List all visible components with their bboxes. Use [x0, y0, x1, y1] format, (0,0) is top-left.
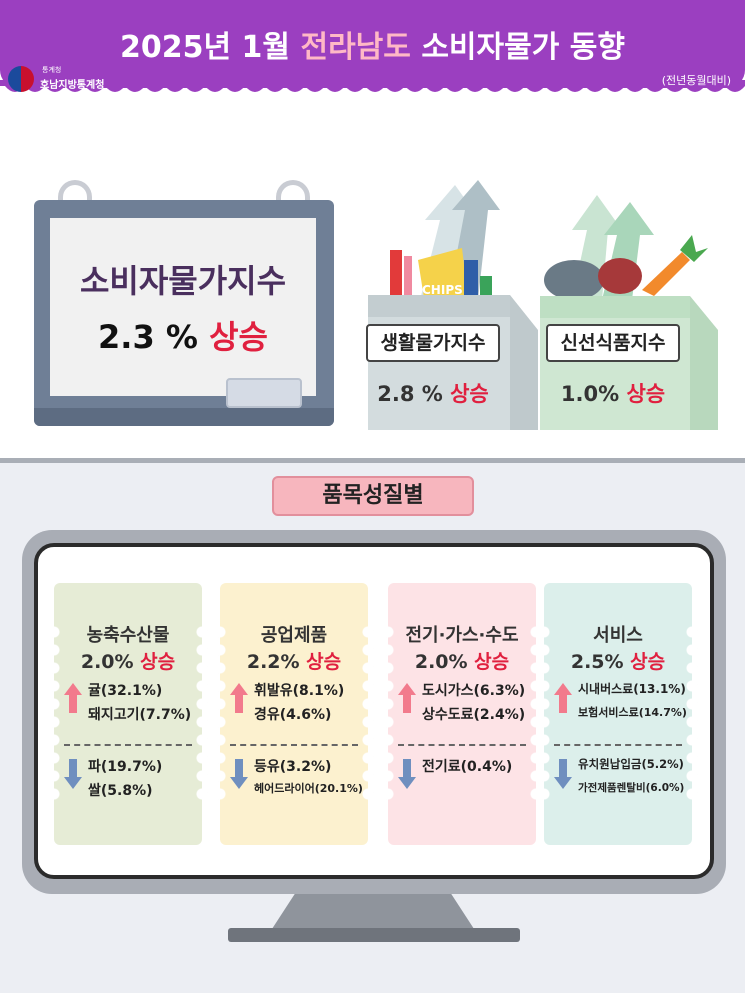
living-index-direction: 상승: [450, 382, 489, 406]
decrease-item: 유치원납입금(5.2%): [578, 757, 684, 771]
decrease-item: 파(19.7%): [88, 759, 163, 775]
fresh-food-index-number: 1.0%: [560, 382, 620, 406]
category-value: 2.0% 상승: [54, 647, 202, 674]
board-hanger-left: [58, 180, 92, 206]
comparison-note: (전년동월대비): [661, 74, 731, 87]
agency-logo: 통계청 호남지방통계청: [8, 64, 118, 98]
org-label: 호남지방통계청: [40, 80, 105, 91]
decrease-item: 전기료(0.4%): [422, 759, 513, 775]
board-hanger-right: [276, 180, 310, 206]
fresh-food-index-direction: 상승: [626, 382, 666, 406]
cpi-value-number: 2.3 %: [98, 318, 198, 356]
fresh-food-bag-icon: [540, 195, 718, 430]
increase-item: 도시가스(6.3%): [422, 683, 526, 699]
up-arrow-icon: [230, 683, 248, 713]
category-direction: 상승: [630, 651, 666, 673]
down-arrow-icon: [398, 759, 416, 789]
up-arrow-icon: [398, 683, 416, 713]
card-divider: [554, 744, 682, 746]
cpi-value: 2.3 % 상승: [50, 312, 316, 358]
category-direction: 상승: [140, 651, 176, 673]
blackboard-surface: [50, 218, 316, 396]
org-small-label: 통계청: [42, 66, 62, 74]
up-arrow-icon: [64, 683, 82, 713]
category-direction: 상승: [306, 651, 342, 673]
fresh-food-index-value: 1.0% 상승: [546, 378, 680, 408]
increase-item: 돼지고기(7.7%): [88, 707, 192, 723]
title-region: 전라남도: [300, 30, 411, 65]
increase-item: 귤(32.1%): [88, 683, 163, 699]
category-name: 공업제품: [260, 625, 328, 646]
increase-item: 보험서비스료(14.7%): [578, 706, 687, 719]
living-index-label: 생활물가지수: [366, 324, 500, 362]
living-index-value: 2.8 % 상승: [366, 378, 500, 408]
category-value-number: 2.0%: [414, 651, 468, 673]
category-card: 서비스 2.5% 상승 시내버스료(13.1%) 보험서비스료(14.7%) 유치원납입…: [538, 583, 698, 845]
category-value: 2.5% 상승: [544, 647, 692, 674]
category-direction: 상승: [474, 651, 510, 673]
decrease-item: 등유(3.2%): [254, 759, 332, 775]
card-divider: [64, 744, 192, 746]
cpi-direction: 상승: [209, 318, 268, 356]
increase-item: 휘발유(8.1%): [254, 683, 345, 699]
increase-item: 시내버스료(13.1%): [578, 682, 686, 696]
category-value-number: 2.0%: [80, 651, 134, 673]
living-index-number: 2.8 %: [377, 382, 443, 406]
fresh-food-index-label: 신선식품지수: [546, 324, 680, 362]
decrease-item: 헤어드라이어(20.1%): [254, 782, 363, 795]
blackboard-tray: [34, 408, 334, 426]
cpi-label: 소비자물가지수: [79, 262, 287, 300]
chips-label: CHIPS: [422, 283, 463, 297]
card-divider: [230, 744, 358, 746]
grocery-bag-icon: [368, 180, 538, 430]
category-card: 농축수산물 2.0% 상승 귤(32.1%) 돼지고기(7.7%) 파(19.7%) 쌀(…: [48, 583, 208, 845]
header-banner: [0, 0, 745, 88]
government-emblem-icon: [8, 66, 34, 92]
header-scallop: [0, 80, 745, 92]
down-arrow-icon: [230, 759, 248, 789]
increase-item: 상수도료(2.4%): [422, 707, 526, 723]
category-value-number: 2.5%: [570, 651, 624, 673]
section-divider: [0, 458, 745, 463]
card-divider: [398, 744, 526, 746]
category-name: 전기·가스·수도: [405, 625, 519, 646]
section-title: 품목성질별: [272, 476, 474, 516]
decrease-item: 쌀(5.8%): [88, 783, 153, 799]
title-rest: 소비자물가 동향: [421, 30, 625, 65]
down-arrow-icon: [64, 759, 82, 789]
category-card: 전기·가스·수도 2.0% 상승 도시가스(6.3%) 상수도료(2.4%) 전기료(0…: [382, 583, 542, 845]
monitor-stand: [270, 894, 476, 932]
eraser-icon: [226, 378, 302, 408]
category-value: 2.0% 상승: [388, 647, 536, 674]
category-name: 농축수산물: [86, 625, 170, 646]
increase-item: 경유(4.6%): [254, 707, 332, 723]
category-value: 2.2% 상승: [220, 647, 368, 674]
title-year: 2025년 1월: [120, 30, 291, 65]
page-title: 2025년 1월 전라남도 소비자물가 동향: [0, 22, 745, 66]
category-value-number: 2.2%: [246, 651, 300, 673]
down-arrow-icon: [554, 759, 572, 789]
decrease-item: 가전제품렌탈비(6.0%): [578, 782, 685, 794]
monitor-base: [228, 928, 520, 942]
category-card: 공업제품 2.2% 상승 휘발유(8.1%) 경유(4.6%) 등유(3.2%) 헤어드라…: [214, 583, 374, 845]
category-name: 서비스: [593, 625, 643, 646]
up-arrow-icon: [554, 683, 572, 713]
